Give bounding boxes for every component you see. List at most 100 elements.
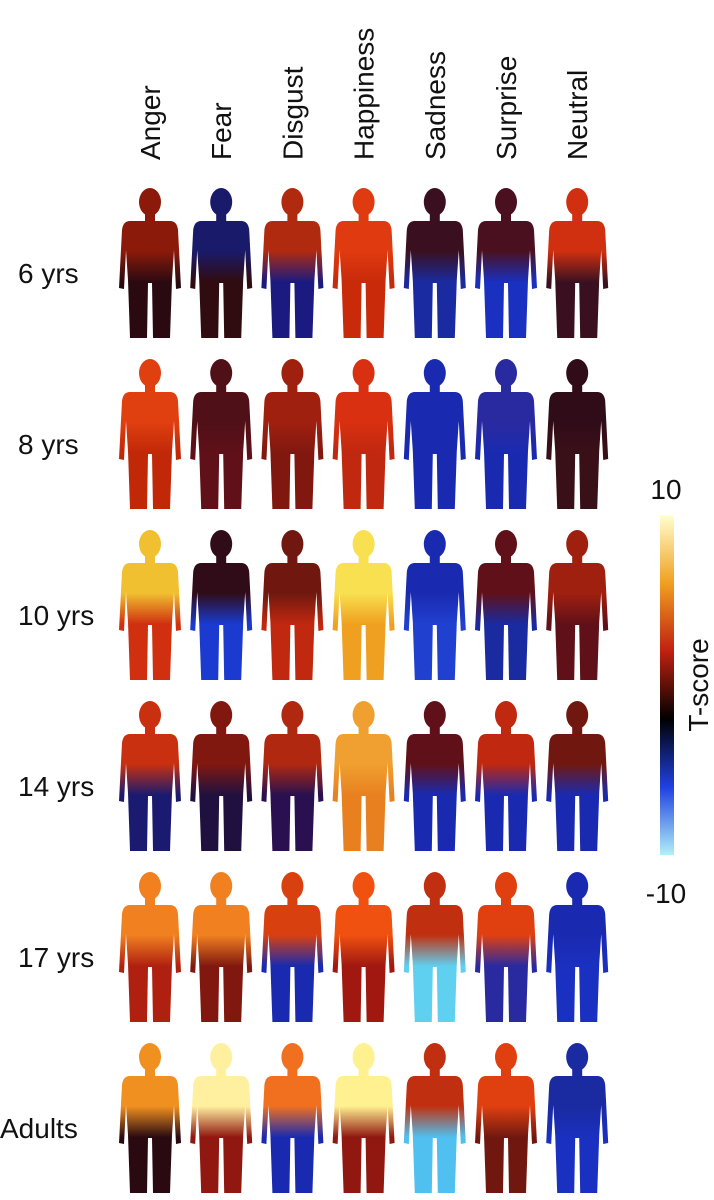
body-head xyxy=(423,872,446,900)
body xyxy=(546,727,609,851)
body-map xyxy=(546,530,609,680)
body xyxy=(403,727,466,851)
row-label: Adults xyxy=(0,1113,78,1144)
body-head xyxy=(495,530,517,558)
body xyxy=(332,898,395,1022)
body xyxy=(403,214,466,338)
body-head xyxy=(281,188,304,216)
body xyxy=(261,727,324,851)
body-map xyxy=(403,359,466,509)
row-label: 10 yrs xyxy=(18,600,94,631)
body-map xyxy=(119,188,181,338)
colorbar-tick-label: 10 xyxy=(650,474,681,505)
body xyxy=(119,727,181,851)
body-map xyxy=(190,188,253,338)
body-map xyxy=(332,872,395,1022)
body-map xyxy=(475,359,537,509)
row-label: 8 yrs xyxy=(18,429,79,460)
body-head xyxy=(352,530,375,558)
body-head xyxy=(210,1043,233,1071)
body-head xyxy=(210,701,233,729)
body xyxy=(475,556,537,680)
body-head xyxy=(566,701,589,729)
body-map xyxy=(190,872,253,1022)
body-head xyxy=(352,872,375,900)
body xyxy=(546,556,609,680)
colorbar-tick-label: -10 xyxy=(646,878,686,909)
body-map xyxy=(546,359,609,509)
body xyxy=(261,385,324,509)
body-head xyxy=(423,1043,446,1071)
body-head xyxy=(139,188,161,216)
body xyxy=(119,1069,181,1193)
column-label: Fear xyxy=(206,102,237,160)
body xyxy=(119,556,181,680)
body-map xyxy=(403,530,466,680)
body xyxy=(475,214,537,338)
body-head xyxy=(566,359,589,387)
body-map xyxy=(475,1043,537,1193)
body-map xyxy=(332,359,395,509)
column-label: Sadness xyxy=(420,51,451,160)
body-map xyxy=(403,701,466,851)
body-head xyxy=(139,1043,161,1071)
body xyxy=(190,898,253,1022)
colorbar xyxy=(660,515,674,855)
body xyxy=(332,214,395,338)
column-label: Surprise xyxy=(491,56,522,160)
body-head xyxy=(352,701,375,729)
body-map xyxy=(261,1043,324,1193)
body-head xyxy=(139,530,161,558)
body-head xyxy=(210,188,233,216)
body-map xyxy=(403,188,466,338)
body xyxy=(332,556,395,680)
body xyxy=(475,385,537,509)
body xyxy=(546,214,609,338)
body xyxy=(261,556,324,680)
body xyxy=(475,727,537,851)
body-map xyxy=(546,701,609,851)
body xyxy=(190,385,253,509)
column-label: Disgust xyxy=(277,66,308,160)
body-head xyxy=(281,701,304,729)
body xyxy=(546,898,609,1022)
body-head xyxy=(210,530,233,558)
body-map xyxy=(119,872,181,1022)
column-label: Happiness xyxy=(349,28,380,160)
row-label: 6 yrs xyxy=(18,258,79,289)
body-map xyxy=(119,530,181,680)
body xyxy=(119,898,181,1022)
body xyxy=(261,214,324,338)
body xyxy=(190,727,253,851)
body xyxy=(546,385,609,509)
body-map xyxy=(190,701,253,851)
body-map xyxy=(332,701,395,851)
body-map xyxy=(190,1043,253,1193)
body xyxy=(332,727,395,851)
body-map xyxy=(475,872,537,1022)
body-head xyxy=(139,359,161,387)
body-map xyxy=(190,530,253,680)
body xyxy=(261,1069,324,1193)
column-label: Neutral xyxy=(562,70,593,160)
body-head xyxy=(423,701,446,729)
body xyxy=(332,385,395,509)
body-head xyxy=(495,1043,517,1071)
body-map xyxy=(119,1043,181,1193)
body-head xyxy=(281,872,304,900)
body-map xyxy=(475,530,537,680)
body-head xyxy=(495,701,517,729)
row-label: 17 yrs xyxy=(18,942,94,973)
body-head xyxy=(423,359,446,387)
column-label: Anger xyxy=(135,85,166,160)
body-head xyxy=(495,872,517,900)
body-map xyxy=(475,188,537,338)
body-head xyxy=(352,359,375,387)
body-map xyxy=(475,701,537,851)
body-map xyxy=(261,701,324,851)
body xyxy=(403,556,466,680)
body-map xyxy=(332,530,395,680)
body-head xyxy=(566,872,589,900)
body-map xyxy=(261,530,324,680)
